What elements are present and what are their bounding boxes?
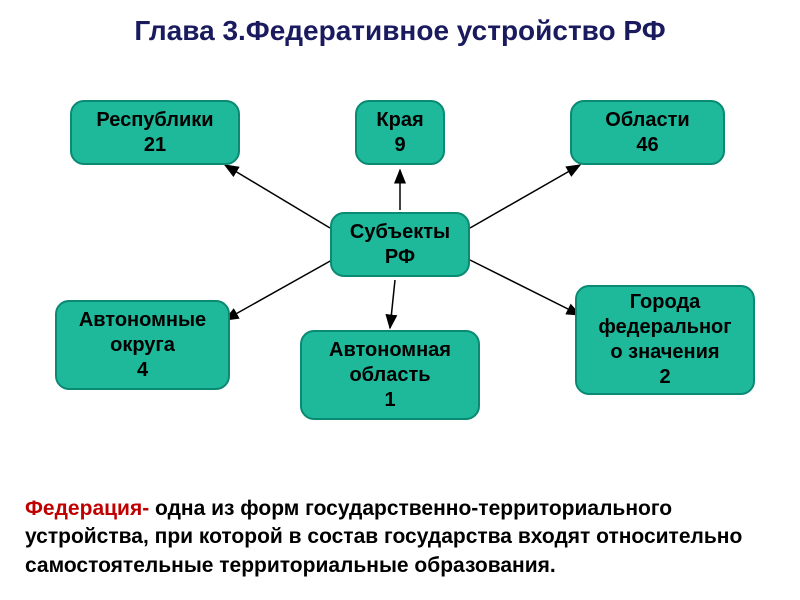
node-auto-okrug: Автономные округа 4 (55, 300, 230, 390)
node-auto-okrug-line1: Автономные (79, 308, 206, 333)
node-cities-line3: о значения (610, 340, 719, 365)
footer-term: Федерация- (25, 497, 155, 520)
node-republics-line2: 21 (144, 133, 166, 158)
node-oblast-line1: Области (605, 108, 689, 133)
node-krai-line2: 9 (394, 133, 405, 158)
node-krai: Края 9 (355, 100, 445, 165)
node-cities: Города федеральног о значения 2 (575, 285, 755, 395)
node-center-line1: Субъекты (350, 220, 450, 245)
node-center-line2: РФ (385, 245, 415, 270)
node-auto-oblast-line1: Автономная (329, 338, 451, 363)
footer-text: Федерация- одна из форм государственно-т… (25, 495, 775, 580)
page-title: Глава 3.Федеративное устройство РФ (0, 15, 800, 47)
node-cities-line1: Города (630, 290, 701, 315)
node-cities-line2: федеральног (598, 315, 731, 340)
node-republics-line1: Республики (96, 108, 213, 133)
node-cities-line4: 2 (659, 365, 670, 390)
node-auto-okrug-line3: 4 (137, 358, 148, 383)
node-auto-oblast-line2: область (349, 363, 430, 388)
node-oblast: Области 46 (570, 100, 725, 165)
node-krai-line1: Края (376, 108, 423, 133)
node-republics: Республики 21 (70, 100, 240, 165)
node-center: Субъекты РФ (330, 212, 470, 277)
node-auto-oblast: Автономная область 1 (300, 330, 480, 420)
node-auto-okrug-line2: округа (110, 333, 175, 358)
node-auto-oblast-line3: 1 (384, 388, 395, 413)
node-oblast-line2: 46 (636, 133, 658, 158)
